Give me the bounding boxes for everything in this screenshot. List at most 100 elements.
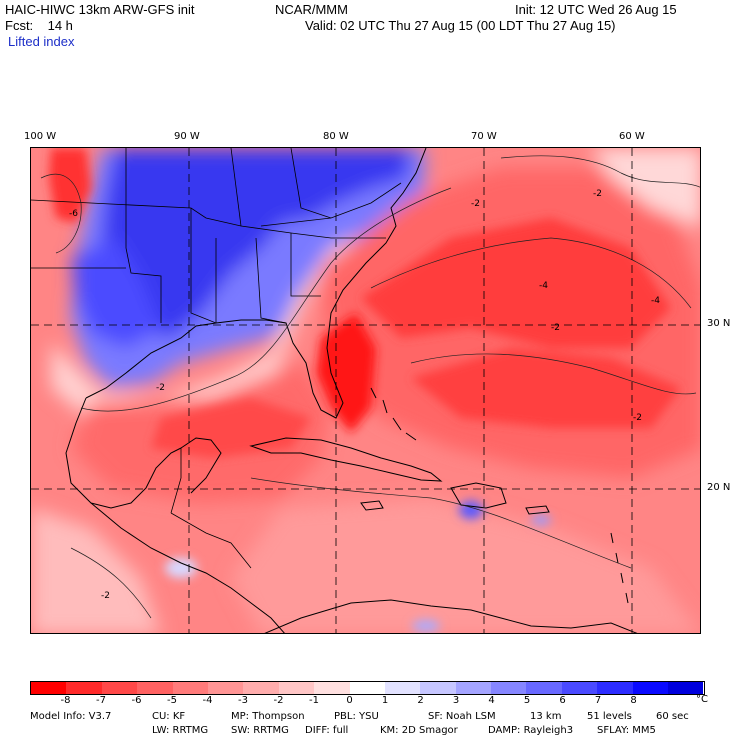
shading-detail bbox=[49, 148, 681, 632]
contour-label: -4 bbox=[651, 296, 660, 306]
colorbar-tick-label: 0 bbox=[346, 695, 353, 706]
bahamas bbox=[370, 387, 417, 441]
colorbar-swatch bbox=[137, 682, 173, 694]
contour-f bbox=[500, 155, 700, 188]
colorbar-swatch bbox=[349, 682, 385, 694]
model-title: HAIC-HIWC 13km ARW-GFS init bbox=[5, 2, 195, 17]
gulf-strong bbox=[151, 398, 311, 458]
contour-label: -2 bbox=[551, 323, 560, 333]
contour-label: -2 bbox=[633, 413, 642, 423]
contour-label: -2 bbox=[471, 199, 480, 209]
border-2 bbox=[125, 148, 162, 323]
field-name: Lifted index bbox=[8, 34, 75, 49]
contour-g bbox=[40, 173, 82, 254]
coastlines bbox=[65, 148, 638, 633]
atlantic-strong-band-2 bbox=[411, 348, 681, 428]
south-america-coast bbox=[264, 599, 638, 633]
us-gulf-coast bbox=[85, 148, 427, 419]
central-america-blue bbox=[165, 558, 197, 578]
footer-pbl: PBL: YSU bbox=[334, 711, 379, 722]
colorbar-tick-label: -2 bbox=[273, 695, 284, 706]
lon-label-60w: 60 W bbox=[619, 131, 645, 142]
lon-label-70w: 70 W bbox=[471, 131, 497, 142]
border-9 bbox=[230, 148, 242, 227]
footer-lw: LW: RRTMG bbox=[152, 725, 209, 736]
lon-label-100w: 100 W bbox=[24, 131, 57, 142]
footer-km: KM: 2D Smagor bbox=[380, 725, 458, 736]
contour-c bbox=[410, 353, 697, 395]
contour-label: -2 bbox=[101, 591, 110, 601]
org-label: NCAR/MMM bbox=[275, 2, 348, 17]
contour-label: -4 bbox=[539, 281, 548, 291]
lesser-antilles bbox=[610, 532, 629, 604]
border-6 bbox=[290, 233, 321, 297]
colorbar-tick-label: 1 bbox=[381, 695, 389, 706]
colorbar-swatch bbox=[420, 682, 456, 694]
colorbar-tick-label: -3 bbox=[238, 695, 248, 706]
lon-label-90w: 90 W bbox=[174, 131, 200, 142]
border-12 bbox=[170, 512, 252, 569]
puerto-rico bbox=[525, 505, 550, 515]
colorbar-tick-label: 6 bbox=[559, 695, 566, 706]
lon-label-80w: 80 W bbox=[323, 131, 349, 142]
se-blue-spot bbox=[412, 620, 440, 632]
border-3 bbox=[190, 208, 217, 324]
contour-labels: -6 -2 -2 -2 -2 -4 -4 -2 -2 -2 bbox=[69, 189, 660, 601]
colorbar-swatch bbox=[526, 682, 562, 694]
colorbar-swatch bbox=[207, 682, 244, 694]
colorbar-tick-label: 2 bbox=[417, 695, 424, 706]
atlantic-strong-band bbox=[361, 218, 671, 348]
colorbar-tick-label: -5 bbox=[167, 695, 177, 706]
hispaniola bbox=[450, 482, 507, 509]
footer-damp: DAMP: Rayleigh3 bbox=[488, 725, 574, 736]
carib-blue-spot bbox=[531, 515, 551, 525]
jamaica bbox=[360, 500, 384, 511]
colorbar-tick-label: -4 bbox=[202, 695, 213, 706]
colorbar-tick-label: 8 bbox=[630, 695, 637, 706]
lat-label-30n: 30 N bbox=[707, 318, 731, 329]
lat-label-20n: 20 N bbox=[707, 482, 731, 493]
texas-blue bbox=[71, 238, 161, 348]
colorbar-tick-label: 7 bbox=[594, 695, 602, 706]
lat-lon-grid bbox=[31, 148, 700, 633]
footer-sf: SF: Noah LSM bbox=[428, 711, 496, 722]
contour-label: -2 bbox=[593, 189, 602, 199]
footer-timestep: 60 sec bbox=[656, 711, 689, 722]
colorbar-swatch bbox=[561, 682, 598, 694]
florida-core bbox=[316, 313, 376, 433]
colorbar-swatch bbox=[101, 682, 138, 694]
footer-model-info: Model Info: V3.7 bbox=[30, 711, 112, 722]
neutral-band bbox=[51, 233, 361, 418]
texas-hotspot bbox=[49, 148, 91, 223]
colorbar-swatch bbox=[455, 682, 492, 694]
contour-d bbox=[250, 477, 632, 569]
colorbar-swatch bbox=[31, 682, 67, 694]
pacific-weak bbox=[31, 508, 161, 633]
colorbar-swatch bbox=[384, 682, 421, 694]
contour-b bbox=[370, 237, 692, 309]
colorbar-swatch bbox=[597, 682, 633, 694]
contour-e bbox=[70, 547, 152, 619]
colorbar-swatch bbox=[668, 682, 704, 694]
colorbar-unit: °C bbox=[696, 694, 708, 705]
border-10 bbox=[290, 148, 332, 219]
contour-lines bbox=[40, 155, 700, 619]
colorbar bbox=[30, 681, 705, 695]
border-5 bbox=[255, 237, 287, 324]
contour-label: -6 bbox=[69, 209, 78, 219]
colorbar-tick-label: 3 bbox=[452, 695, 460, 706]
border-7 bbox=[260, 182, 402, 227]
lifted-index-map: -6 -2 -2 -2 -2 -4 -4 -2 -2 -2 bbox=[30, 147, 701, 634]
colorbar-swatch bbox=[491, 682, 527, 694]
colorbar-tick-label: 4 bbox=[488, 695, 495, 706]
colorbar-tick-label: -6 bbox=[131, 695, 142, 706]
nw-atlantic-weak bbox=[591, 148, 700, 228]
footer-mp: MP: Thompson bbox=[231, 711, 305, 722]
state-borders bbox=[31, 148, 402, 569]
mexico-coast bbox=[65, 397, 182, 509]
colorbar-tick-label: -7 bbox=[96, 695, 106, 706]
forecast-hour: Fcst: 14 h bbox=[5, 18, 73, 33]
init-time: Init: 12 UTC Wed 26 Aug 15 bbox=[515, 2, 677, 17]
footer-resolution: 13 km bbox=[530, 711, 562, 722]
footer-levels: 51 levels bbox=[587, 711, 632, 722]
